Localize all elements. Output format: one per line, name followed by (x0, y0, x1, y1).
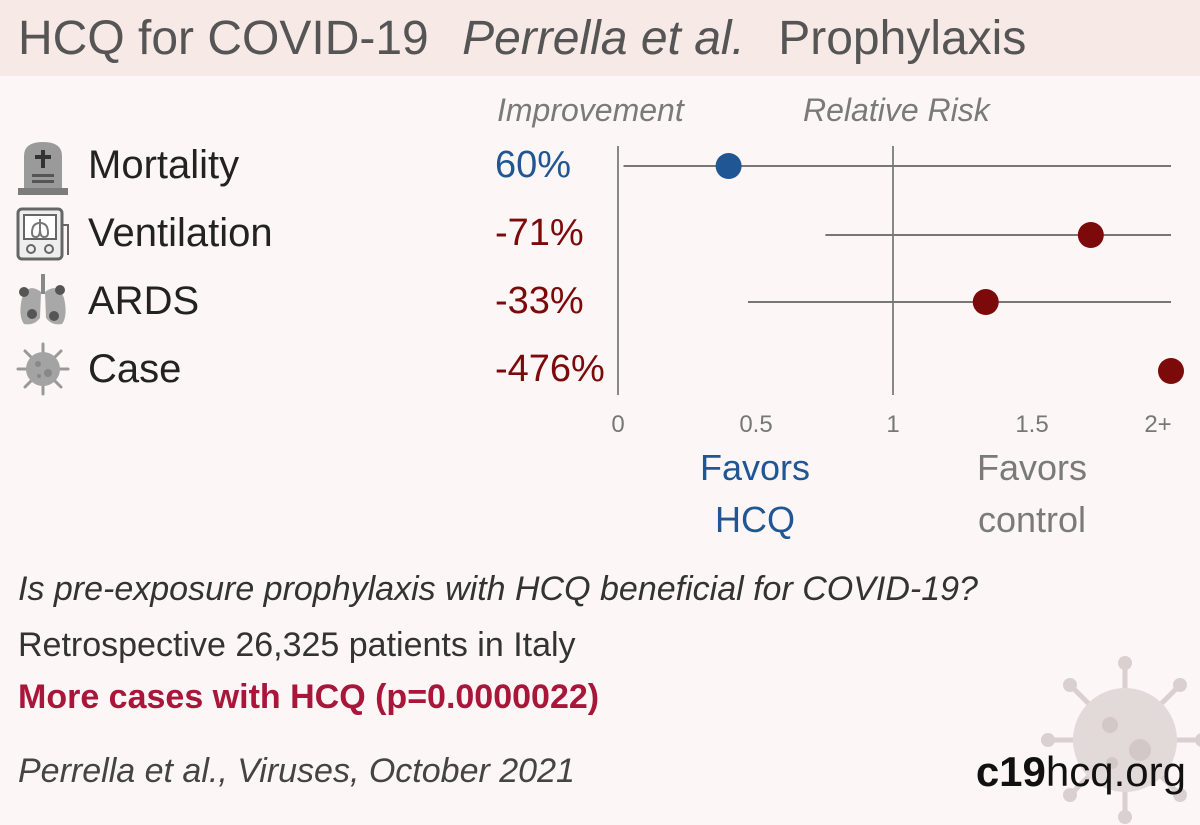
x-tick-label: 1 (886, 411, 899, 438)
row-label-ventilation: Ventilation (88, 211, 273, 255)
tombstone-icon (18, 142, 68, 195)
improvement-case: -476% (495, 348, 605, 390)
favors-hcq-line1: Favors (699, 447, 811, 488)
site-logo-rest: hcq.org (1045, 748, 1186, 795)
virus-icon (16, 342, 70, 396)
improvement-ards: -33% (495, 280, 584, 322)
x-tick-label: 2+ (1144, 411, 1171, 438)
title-study-type: Prophylaxis (778, 12, 1027, 65)
favors-control-label: Favors control (932, 442, 1132, 546)
improvement-column-header: Improvement (497, 92, 684, 128)
row-label-case: Case (88, 347, 182, 391)
x-tick-label: 0 (611, 411, 624, 438)
favors-hcq-label: Favors HCQ (655, 442, 855, 546)
ventilator-icon (16, 207, 69, 261)
study-conclusion: More cases with HCQ (p=0.0000022) (18, 678, 600, 716)
x-tick-label: 1.5 (1015, 411, 1048, 438)
title-treatment: HCQ for COVID-19 (18, 12, 429, 65)
page-title: HCQ for COVID-19 Perrella et al. Prophyl… (18, 10, 1026, 68)
virus-watermark-icon (1041, 656, 1200, 824)
point-case (1158, 358, 1184, 384)
improvement-ventilation: -71% (495, 212, 584, 254)
point-mortality (715, 153, 742, 179)
x-tick-label: 0.5 (739, 411, 772, 438)
header-bar: HCQ for COVID-19 Perrella et al. Prophyl… (0, 0, 1200, 76)
study-design: Retrospective 26,325 patients in Italy (18, 626, 576, 664)
favors-control-line1: Favors (976, 447, 1088, 488)
study-question: Is pre-exposure prophylaxis with HCQ ben… (18, 570, 978, 608)
favors-hcq-line2: HCQ (715, 499, 795, 540)
relative-risk-column-header: Relative Risk (803, 92, 990, 128)
favors-control-line2: control (977, 499, 1087, 540)
lungs-icon (19, 274, 66, 325)
row-label-mortality: Mortality (88, 143, 240, 187)
title-authors: Perrella et al. (462, 12, 745, 65)
citation: Perrella et al., Viruses, October 2021 (18, 752, 575, 790)
point-ventilation (1077, 222, 1104, 248)
improvement-mortality: 60% (495, 144, 572, 186)
point-ards (972, 289, 999, 315)
site-logo-bold: c19 (975, 748, 1046, 795)
row-label-ards: ARDS (88, 279, 200, 323)
site-logo[interactable]: c19hcq.org (976, 748, 1186, 796)
